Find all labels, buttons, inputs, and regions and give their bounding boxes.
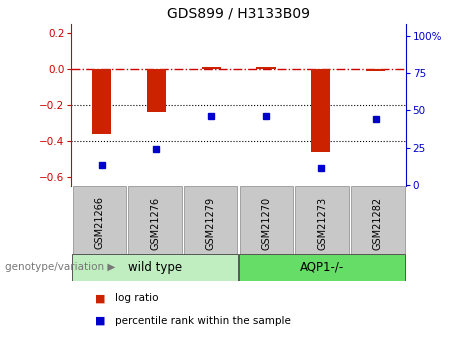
Text: GSM21266: GSM21266 bbox=[95, 196, 104, 249]
Bar bbox=[366, 69, 385, 71]
Title: GDS899 / H3133B09: GDS899 / H3133B09 bbox=[167, 6, 310, 20]
Text: log ratio: log ratio bbox=[115, 294, 159, 303]
Text: GSM21276: GSM21276 bbox=[150, 196, 160, 249]
Bar bbox=[351, 186, 405, 254]
Bar bbox=[72, 254, 238, 280]
Bar bbox=[72, 186, 126, 254]
Text: GSM21270: GSM21270 bbox=[261, 196, 272, 249]
Text: ■: ■ bbox=[95, 316, 105, 326]
Text: ■: ■ bbox=[95, 294, 105, 303]
Text: wild type: wild type bbox=[128, 261, 182, 274]
Text: GSM21273: GSM21273 bbox=[317, 196, 327, 249]
Text: GSM21282: GSM21282 bbox=[373, 196, 383, 249]
Text: genotype/variation ▶: genotype/variation ▶ bbox=[5, 263, 115, 272]
Text: percentile rank within the sample: percentile rank within the sample bbox=[115, 316, 291, 326]
Bar bbox=[256, 67, 276, 69]
Bar bbox=[201, 67, 221, 69]
Bar bbox=[184, 186, 237, 254]
Bar bbox=[147, 69, 166, 112]
Bar bbox=[128, 186, 182, 254]
Bar bbox=[92, 69, 111, 134]
Bar bbox=[239, 254, 405, 280]
Bar bbox=[240, 186, 293, 254]
Text: AQP1-/-: AQP1-/- bbox=[300, 261, 344, 274]
Bar bbox=[296, 186, 349, 254]
Bar bbox=[311, 69, 331, 152]
Text: GSM21279: GSM21279 bbox=[206, 196, 216, 249]
